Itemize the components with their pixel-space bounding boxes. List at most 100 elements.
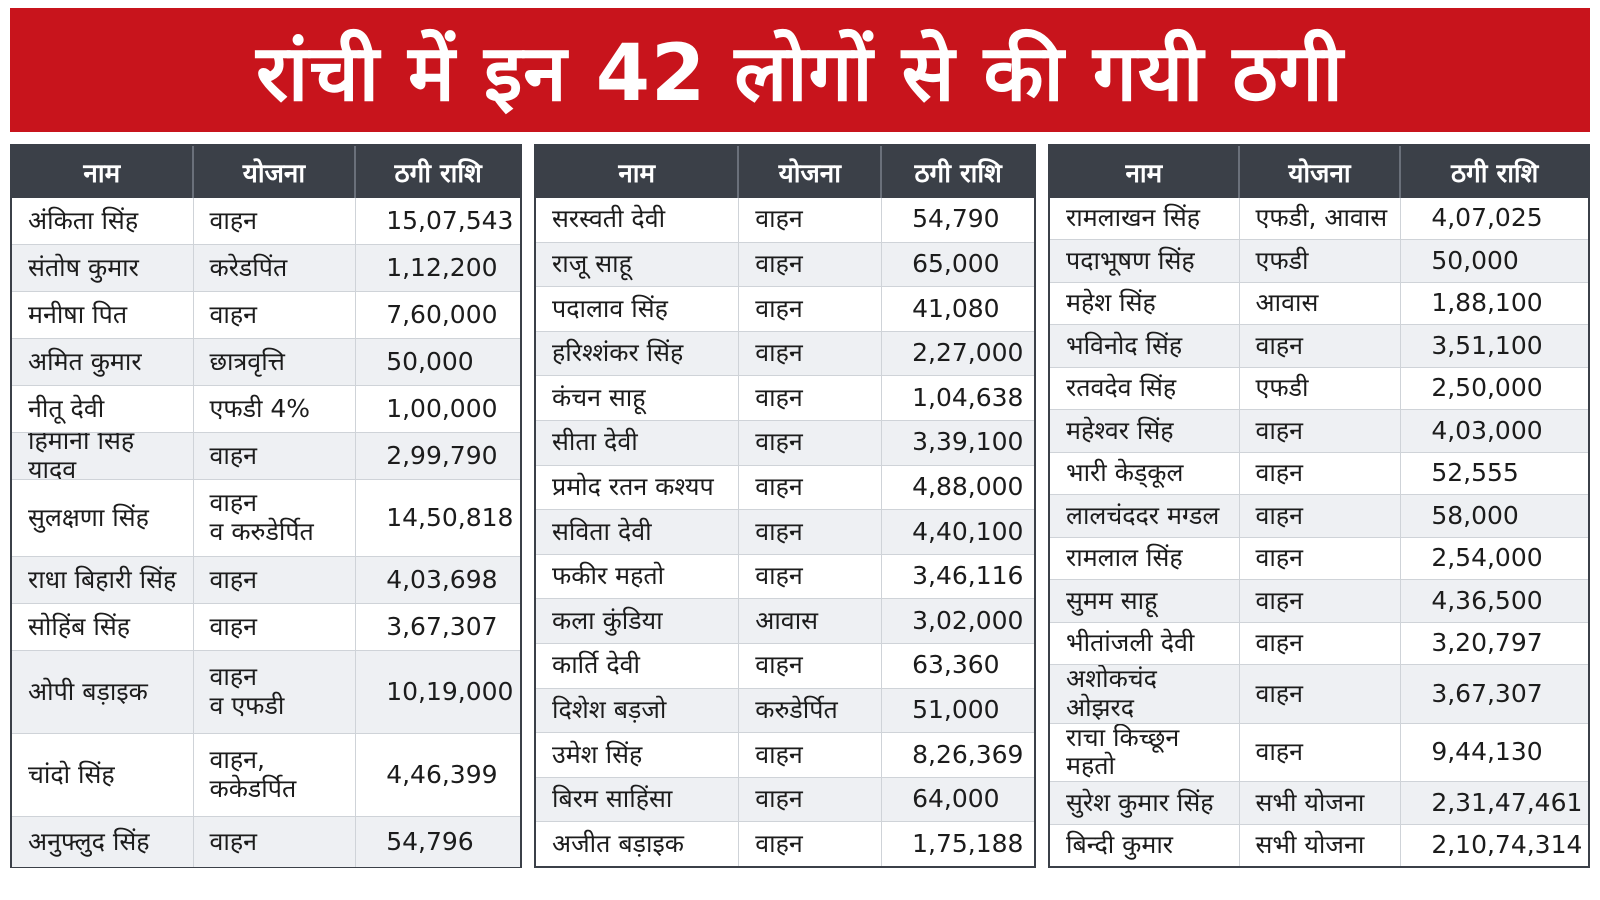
cell-amount: 52,555 — [1431, 458, 1519, 488]
cell-scheme: वाहन — [739, 242, 883, 287]
cell-amount: 54,796 — [386, 826, 474, 856]
cell-name: कला कुंडिया — [536, 599, 740, 643]
cell-scheme: एफडी 4% — [194, 386, 357, 432]
cell-scheme: एफडी — [1240, 367, 1402, 410]
cell-amount: 4,07,025 — [1431, 203, 1543, 233]
table-body: रामलाखन सिंह एफडी, आवास 4,07,025 पदाभूषण सि… — [1050, 198, 1588, 867]
cell-amount: 58,000 — [1431, 500, 1519, 530]
cell-amount: 2,10,74,314 — [1431, 829, 1583, 859]
table-row: रामलाखन सिंह एफडी, आवास 4,07,025 — [1050, 198, 1588, 240]
cell-amount: 14,50,818 — [386, 502, 514, 532]
header-scheme: योजना — [739, 146, 883, 198]
cell-name: सोहिंब सिंह — [12, 604, 194, 650]
cell-name: राजू साहू — [536, 242, 740, 287]
table-header: नाम योजना ठगी राशि — [12, 146, 520, 198]
cell-amount: 9,44,130 — [1431, 737, 1543, 767]
cell-amount: 2,99,790 — [386, 440, 498, 470]
table-row: बिरम साहिंसा वाहन 64,000 — [536, 776, 1034, 822]
cell-amount: 4,03,000 — [1431, 415, 1543, 445]
cell-scheme: वाहन — [1240, 325, 1402, 367]
cell-scheme: वाहन — [194, 817, 357, 867]
cell-scheme: एफडी — [1240, 240, 1402, 282]
header-name: नाम — [536, 146, 740, 198]
cell-name: सुरेश कुमार सिंह — [1050, 782, 1240, 824]
table-row: फकीर महतो वाहन 3,46,116 — [536, 553, 1034, 599]
cell-name: रतवदेव सिंह — [1050, 367, 1240, 410]
table-row: भारी केड्कूल वाहन 52,555 — [1050, 451, 1588, 495]
cell-scheme: वाहन व करुडेर्पित — [194, 480, 357, 556]
fraud-table-2: नाम योजना ठगी राशि सरस्वती देवी वाहन 54,790 रा… — [534, 144, 1036, 868]
cell-name: भारी केड्कूल — [1050, 452, 1240, 495]
table-row: अंकिता सिंह वाहन 15,07,543 — [12, 198, 520, 244]
cell-name: बिन्दी कुमार — [1050, 824, 1240, 867]
cell-amount: 4,46,399 — [386, 759, 498, 789]
cell-scheme: वाहन व एफडी — [194, 651, 357, 733]
cell-name: मनीषा पित — [12, 292, 194, 338]
header-name: नाम — [1050, 146, 1240, 198]
header-amount: ठगी राशि — [1451, 159, 1539, 189]
table-row: महेश सिंह आवास 1,88,100 — [1050, 281, 1588, 325]
cell-name: हिमानी सिंह यादव — [12, 433, 194, 479]
cell-name: अशोकचंद ओझरद — [1050, 665, 1240, 723]
cell-scheme: आवास — [1240, 282, 1402, 325]
cell-name: महेश्वर सिंह — [1050, 410, 1240, 452]
cell-name: अनुफ्लुद सिंह — [12, 817, 194, 867]
table-row: अनुफ्लुद सिंह वाहन 54,796 — [12, 816, 520, 867]
table-row: लालचंददर मग्डल वाहन 58,000 — [1050, 494, 1588, 537]
cell-scheme: एफडी, आवास — [1240, 198, 1402, 240]
cell-amount: 1,75,188 — [912, 828, 1024, 858]
table-body: सरस्वती देवी वाहन 54,790 राजू साहू वाहन 65,00… — [536, 198, 1034, 866]
cell-name: अंकिता सिंह — [12, 198, 194, 244]
cell-amount: 64,000 — [912, 784, 1000, 814]
cell-name: संतोष कुमार — [12, 245, 194, 291]
cell-scheme: आवास — [739, 599, 883, 643]
cell-scheme: वाहन — [739, 331, 883, 376]
cell-scheme: वाहन — [739, 510, 883, 554]
cell-scheme: वाहन — [1240, 622, 1402, 665]
cell-scheme: वाहन — [739, 733, 883, 777]
table-row: सविता देवी वाहन 4,40,100 — [536, 509, 1034, 554]
table-row: ओपी बड़ाइक वाहन व एफडी 10,19,000 — [12, 650, 520, 733]
cell-amount: 3,02,000 — [912, 605, 1024, 635]
cell-scheme: वाहन — [1240, 410, 1402, 452]
table-row: सोहिंब सिंह वाहन 3,67,307 — [12, 603, 520, 650]
page-title: रांची में इन 42 लोगों से की गयी ठगी — [256, 29, 1344, 119]
cell-name: रामलाखन सिंह — [1050, 198, 1240, 240]
table-row: महेश्वर सिंह वाहन 4,03,000 — [1050, 409, 1588, 452]
cell-name: सुमम साहू — [1050, 580, 1240, 622]
cell-scheme: वाहन — [194, 198, 357, 244]
table-row: नीतू देवी एफडी 4% 1,00,000 — [12, 385, 520, 432]
cell-amount: 15,07,543 — [386, 205, 514, 235]
cell-amount: 10,19,000 — [386, 676, 514, 706]
cell-scheme: वाहन — [194, 604, 357, 650]
cell-scheme: वाहन — [1240, 723, 1402, 782]
cell-name: भीतांजली देवी — [1050, 622, 1240, 665]
cell-amount: 3,51,100 — [1431, 330, 1543, 360]
fraud-table-1: नाम योजना ठगी राशि अंकिता सिंह वाहन 15,07,543… — [10, 144, 522, 868]
cell-amount: 1,12,200 — [386, 252, 498, 282]
cell-scheme: वाहन — [194, 433, 357, 479]
cell-scheme: वाहन — [739, 777, 883, 822]
table-row: मनीषा पित वाहन 7,60,000 — [12, 291, 520, 338]
cell-amount: 3,39,100 — [912, 427, 1024, 457]
table-row: अमित कुमार छात्रवृत्ति 50,000 — [12, 338, 520, 385]
cell-name: भविनोद सिंह — [1050, 325, 1240, 367]
cell-name: महेश सिंह — [1050, 282, 1240, 325]
table-row: भीतांजली देवी वाहन 3,20,797 — [1050, 621, 1588, 665]
cell-scheme: वाहन — [739, 376, 883, 420]
cell-amount: 3,67,307 — [386, 611, 498, 641]
table-row: सीता देवी वाहन 3,39,100 — [536, 419, 1034, 465]
cell-name: उमेश सिंह — [536, 733, 740, 777]
cell-scheme: वाहन — [739, 465, 883, 510]
cell-scheme: वाहन — [1240, 580, 1402, 622]
table-row: अजीत बड़ाइक वाहन 1,75,188 — [536, 821, 1034, 866]
cell-name: बिरम साहिंसा — [536, 777, 740, 822]
header-amount: ठगी राशि — [914, 159, 1002, 189]
cell-name: रामलाल सिंह — [1050, 537, 1240, 580]
table-row: सुमम साहू वाहन 4,36,500 — [1050, 579, 1588, 622]
cell-amount: 3,20,797 — [1431, 628, 1543, 658]
cell-amount: 1,00,000 — [386, 393, 498, 423]
cell-name: चांदो सिंह — [12, 734, 194, 816]
cell-name: फकीर महतो — [536, 554, 740, 599]
cell-scheme: वाहन — [1240, 495, 1402, 537]
